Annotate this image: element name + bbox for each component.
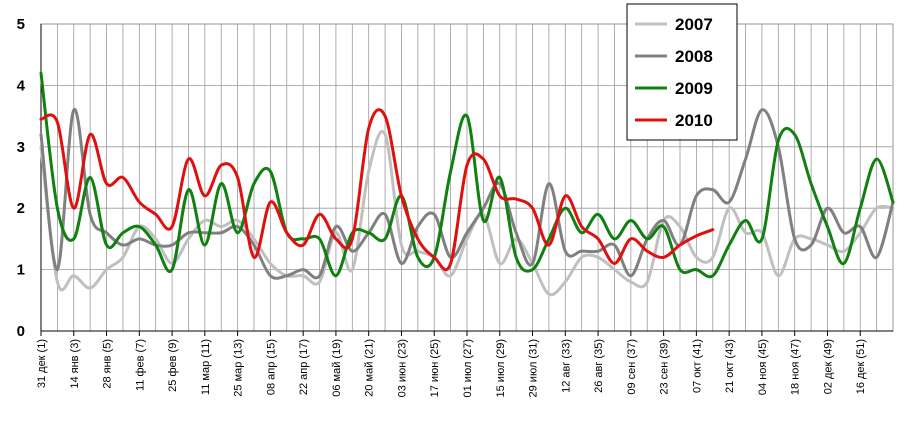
x-tick-label: 08 апр (15) xyxy=(265,339,277,395)
y-tick-label: 3 xyxy=(17,139,25,156)
x-tick-label: 26 авг (35) xyxy=(593,339,605,393)
x-tick-label: 11 фев (7) xyxy=(134,339,146,391)
grid-lines xyxy=(40,23,894,332)
x-tick-label: 17 июн (25) xyxy=(429,339,441,397)
legend-label-2010: 2010 xyxy=(675,111,713,130)
x-tick-label: 29 июл (31) xyxy=(528,339,540,397)
series-line-2010 xyxy=(39,108,715,272)
y-tick-label: 0 xyxy=(17,323,25,340)
x-tick-label: 20 май (21) xyxy=(364,339,376,397)
series-line-2008 xyxy=(39,108,895,280)
x-tick-label: 01 июл (27) xyxy=(462,339,474,397)
y-tick-label: 1 xyxy=(17,262,25,279)
y-tick-label: 2 xyxy=(17,200,25,217)
series-line-2007 xyxy=(39,130,895,297)
y-tick-label: 4 xyxy=(17,77,26,94)
x-tick-label: 22 апр (17) xyxy=(298,339,310,395)
x-tick-label: 16 дек (51) xyxy=(855,339,867,394)
legend-label-2008: 2008 xyxy=(675,47,713,66)
x-tick-label: 31 дек (1) xyxy=(36,339,48,388)
legend-label-2009: 2009 xyxy=(675,79,713,98)
series-line-2009 xyxy=(39,71,895,279)
x-tick-label: 07 окт (41) xyxy=(691,339,703,393)
y-tick-label: 5 xyxy=(17,16,25,33)
x-tick-label: 06 май (19) xyxy=(331,339,343,397)
x-tick-label: 21 окт (43) xyxy=(724,339,736,393)
x-tick-label: 12 авг (33) xyxy=(560,339,572,393)
x-tick-label: 18 ноя (47) xyxy=(790,339,802,395)
series-lines xyxy=(39,71,895,297)
legend: 2007 2008 2009 2010 xyxy=(626,3,738,141)
x-tick-label: 15 июл (29) xyxy=(495,339,507,397)
x-tick-label: 11 мар (11) xyxy=(200,339,212,395)
x-tick-label: 04 ноя (45) xyxy=(757,339,769,395)
x-axis: 31 дек (1) 14 янв (3) 28 янв (5) 11 фев (7)… xyxy=(36,330,893,397)
legend-label-2007: 2007 xyxy=(675,15,713,34)
x-tick-label: 14 янв (3) xyxy=(69,339,81,389)
x-tick-label: 28 янв (5) xyxy=(102,339,114,389)
legend-box xyxy=(626,3,738,141)
x-tick-label: 09 сен (37) xyxy=(626,339,638,395)
y-axis: 0 1 2 3 4 5 xyxy=(17,16,42,340)
x-tick-label: 02 дек (49) xyxy=(822,339,834,394)
x-tick-label: 03 июн (23) xyxy=(396,339,408,397)
x-tick-label: 25 мар (13) xyxy=(233,339,245,397)
x-tick-label: 25 фев (9) xyxy=(167,339,179,392)
x-tick-label: 23 сен (39) xyxy=(659,339,671,395)
